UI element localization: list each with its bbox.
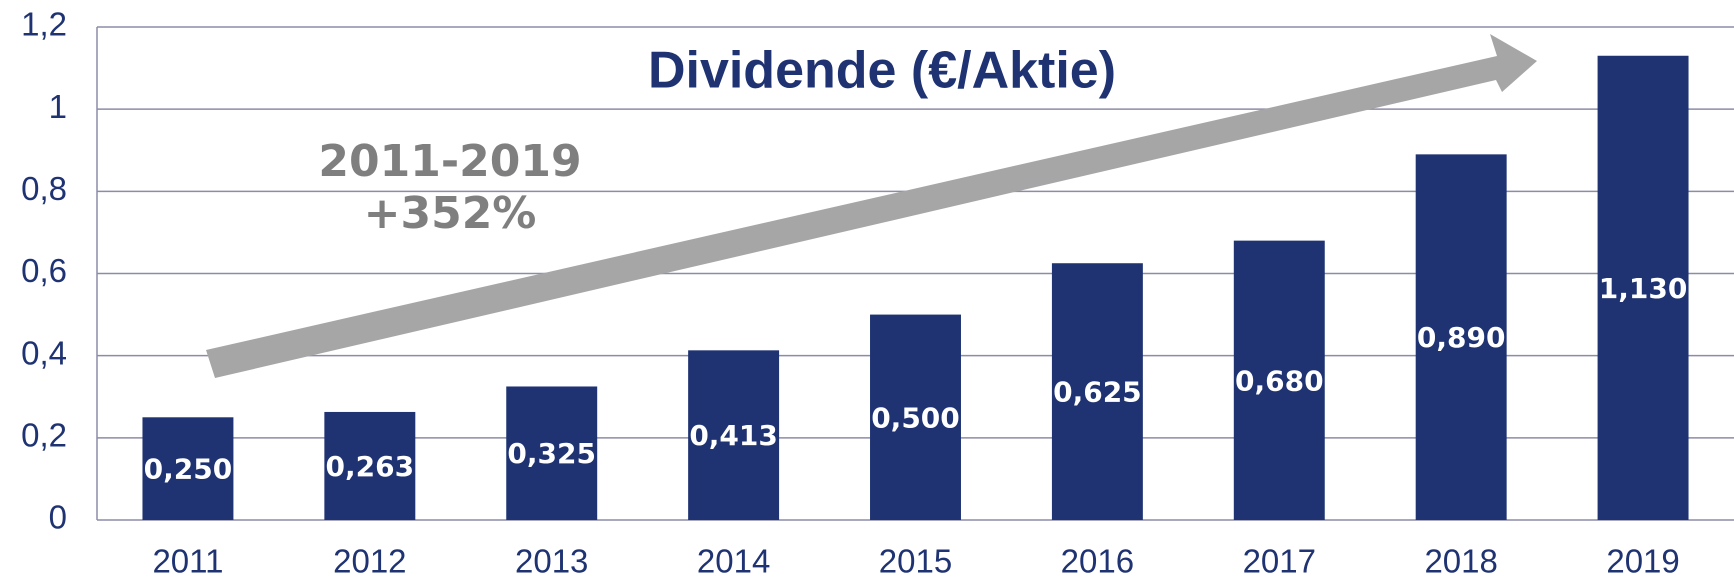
bar	[506, 386, 598, 520]
x-tick-label: 2014	[697, 543, 770, 580]
x-tick-label: 2012	[333, 543, 406, 580]
bar	[1597, 55, 1689, 521]
data-label: 0,890	[1417, 321, 1506, 354]
bar	[1415, 154, 1507, 520]
bar	[324, 411, 416, 520]
x-tick-label: 2013	[515, 543, 588, 580]
chart-title: Dividende (€/Aktie)	[648, 42, 1116, 100]
x-tick-label: 2018	[1424, 543, 1497, 580]
bar	[1051, 263, 1143, 520]
annotation: 2011-2019	[318, 136, 581, 187]
data-label: 0,250	[144, 453, 233, 486]
y-tick-label: 0,8	[21, 170, 67, 207]
y-tick-label: 0,2	[21, 417, 67, 454]
x-tick-label: 2017	[1243, 543, 1316, 580]
data-label: 0,413	[689, 419, 778, 452]
y-tick-label: 0,4	[21, 334, 67, 371]
y-tick-label: 0,6	[21, 252, 67, 289]
bar	[142, 417, 234, 520]
data-label: 1,130	[1599, 272, 1688, 305]
x-tick-label: 2019	[1606, 543, 1679, 580]
data-label: 0,500	[871, 401, 960, 434]
y-tick-label: 1	[49, 88, 67, 125]
x-tick-label: 2015	[879, 543, 952, 580]
y-tick-label: 1,2	[21, 6, 67, 43]
x-tick-label: 2016	[1061, 543, 1134, 580]
data-label: 0,325	[507, 437, 596, 470]
x-tick-label: 2011	[152, 543, 223, 580]
data-label: 0,625	[1053, 376, 1142, 409]
data-label: 0,680	[1235, 364, 1324, 397]
bar	[688, 350, 780, 520]
data-label: 0,263	[326, 450, 415, 483]
bar	[870, 314, 961, 520]
bar	[1233, 240, 1325, 520]
y-tick-label: 0	[49, 499, 67, 536]
trend-arrow	[206, 34, 1537, 378]
annotation: +352%	[364, 188, 537, 239]
